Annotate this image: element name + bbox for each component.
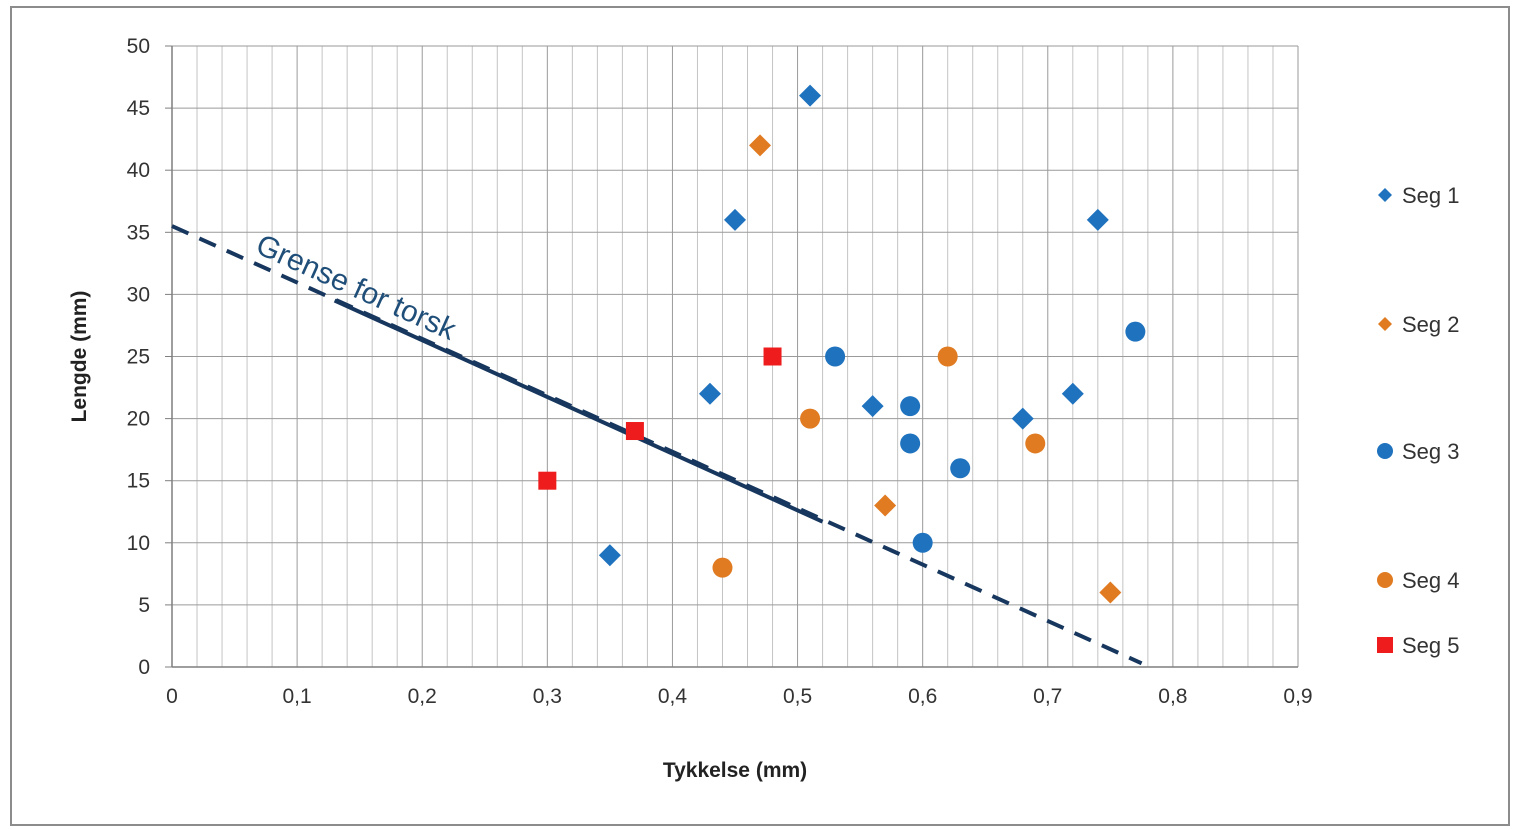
seg-4-point [800,408,821,429]
axes [165,45,1298,668]
legend: Seg 1 Seg 2 Seg 3 Seg 4 Seg 5 [1377,183,1460,658]
y-tick-label: 20 [127,408,150,431]
x-tick-label: 0 [166,685,178,708]
seg-2-point [749,134,772,157]
seg-4-point [712,557,733,578]
seg-5-point [763,347,782,366]
seg-1-point [1011,407,1034,430]
boundary-annotation: Grense for torsk [251,228,462,347]
x-tick-label: 0,4 [658,685,688,708]
legend-label-seg-4: Seg 4 [1402,568,1460,593]
legend-label-seg-1: Seg 1 [1402,183,1460,208]
seg-4-point [937,346,958,367]
grid [171,45,1299,668]
seg-1-point [861,395,884,418]
x-tick-label: 0,8 [1158,685,1187,708]
legend-label-seg-3: Seg 3 [1402,439,1460,464]
seg-5-point [625,422,644,441]
legend-marker-seg-2 [1378,317,1392,331]
y-tick-label: 45 [127,97,150,120]
legend-label-seg-5: Seg 5 [1402,633,1460,658]
x-axis-title: Tykkelse (mm) [663,759,807,782]
y-tick-label: 40 [127,159,150,182]
legend-marker-seg-5 [1377,637,1393,653]
data-points [538,84,1146,604]
seg-3-point [900,433,921,454]
y-tick-label: 10 [127,532,150,555]
seg-5-point [538,471,557,490]
y-tick-label: 30 [127,283,150,306]
seg-1-point [698,382,721,405]
x-tick-label: 0,2 [408,685,437,708]
y-tick-label: 25 [127,346,150,369]
legend-label-seg-2: Seg 2 [1402,312,1460,337]
seg-3-point [1125,321,1146,342]
seg-3-point [825,346,846,367]
legend-marker-seg-3 [1377,443,1393,459]
x-tick-label: 0,5 [783,685,812,708]
boundary-line [171,224,1143,666]
y-tick-label: 35 [127,221,150,244]
boundary-dashed-line [171,224,1143,666]
y-tick-label: 5 [138,594,150,617]
seg-3-point [900,396,921,417]
seg-4-point [1025,433,1046,454]
seg-1-point [724,208,746,231]
legend-marker-seg-4 [1377,572,1393,588]
x-tick-labels: 0 0,1 0,2 0,3 0,4 0,5 0,6 0,7 0,8 0,9 [166,685,1312,708]
seg-1-point [1086,208,1109,231]
y-tick-label: 50 [127,35,150,58]
legend-marker-seg-1 [1378,188,1392,202]
x-tick-label: 0,9 [1283,685,1312,708]
seg-2-point [874,494,897,517]
x-tick-label: 0,3 [533,685,562,708]
x-tick-label: 0,7 [1033,685,1062,708]
y-axis-title: Lengde (mm) [68,291,91,423]
y-tick-labels: 0 5 10 15 20 25 30 35 40 45 50 [127,35,150,679]
seg-3-point [912,532,933,553]
y-tick-label: 0 [138,656,150,679]
seg-1-point [1061,382,1084,405]
seg-1-point [799,84,822,107]
seg-1-point [598,544,621,567]
x-tick-label: 0,6 [908,685,937,708]
seg-2-point [1099,581,1122,604]
x-tick-label: 0,1 [283,685,312,708]
y-tick-label: 15 [127,470,150,493]
boundary-solid-line [333,298,824,524]
seg-3-point [950,458,971,479]
